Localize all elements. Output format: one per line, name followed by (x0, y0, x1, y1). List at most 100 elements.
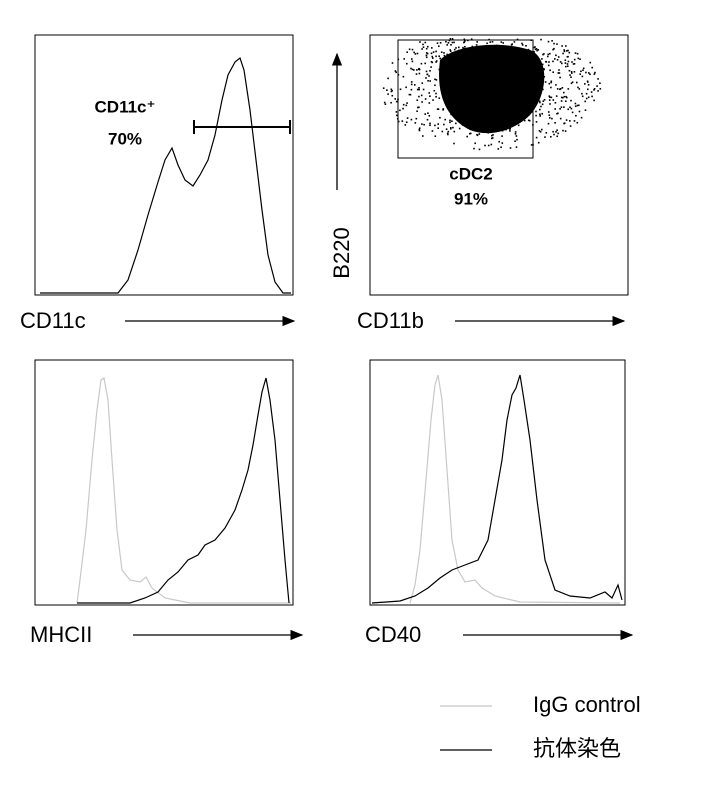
scatter-dot (558, 72, 561, 74)
scatter-dot (423, 123, 425, 126)
scatter-dot (549, 96, 551, 98)
scatter-dot (594, 71, 596, 74)
scatter-dot (578, 88, 581, 90)
scatter-dot (521, 44, 524, 46)
scatter-dot (596, 85, 598, 87)
scatter-dot (451, 120, 453, 122)
scatter-dot (410, 81, 413, 83)
scatter-dot (579, 73, 581, 75)
panel-frame (369, 359, 626, 606)
scatter-dot (550, 80, 553, 83)
scatter-dot (577, 86, 579, 89)
scatter-dot (401, 120, 404, 122)
scatter-dot (510, 44, 513, 46)
scatter-dot (422, 43, 424, 46)
scatter-dot (455, 47, 457, 49)
scatter-dot (420, 94, 423, 97)
scatter-dot (549, 52, 551, 55)
scatter-dot (418, 106, 420, 109)
scatter-dot (491, 134, 493, 137)
scatter-dot (542, 53, 544, 56)
scatter-dot (542, 100, 545, 102)
scatter-dot (445, 128, 448, 130)
scatter-dot (435, 60, 438, 62)
scatter-dot (558, 69, 560, 71)
scatter-dot (509, 147, 512, 149)
scatter-dot (418, 87, 420, 89)
scatter-dot (565, 45, 567, 47)
scatter-dot (490, 143, 493, 146)
scatter-dot (411, 58, 413, 60)
scatter-dot (424, 98, 427, 100)
scatter-dot (573, 71, 576, 73)
scatter-dot (429, 70, 431, 72)
scatter-dot (438, 97, 441, 99)
scatter-dot (492, 134, 494, 136)
scatter-dot (530, 144, 533, 146)
scatter-dot (550, 81, 552, 84)
scatter-dot (542, 88, 544, 91)
scatter-dot (570, 71, 573, 73)
scatter-dot (421, 101, 423, 103)
scatter-dot (571, 72, 573, 74)
scatter-dot (440, 51, 443, 53)
scatter-dot (395, 100, 398, 103)
scatter-dot (547, 64, 550, 67)
scatter-dot (548, 114, 551, 116)
scatter-dot (447, 42, 450, 44)
scatter-dot (433, 89, 436, 92)
scatter-dot (548, 61, 550, 63)
scatter-dot (469, 132, 472, 135)
scatter-dot (418, 127, 421, 129)
scatter-dot (436, 108, 439, 110)
scatter-dot (445, 40, 447, 43)
scatter-dot (464, 46, 466, 48)
scatter-dot (402, 75, 405, 78)
scatter-dot (402, 103, 405, 106)
scatter-dot (551, 117, 553, 120)
scatter-dot (599, 88, 602, 90)
scatter-dot (573, 58, 576, 61)
scatter-dot (570, 76, 572, 78)
scatter-dot (528, 119, 531, 122)
scatter-dot (516, 38, 519, 41)
scatter-dot (555, 131, 557, 133)
scatter-dot (565, 50, 568, 52)
scatter-dot (405, 104, 408, 107)
scatter-dot (561, 87, 564, 89)
scatter-dot (570, 82, 573, 85)
scatter-dot (540, 105, 542, 108)
scatter-dot (429, 80, 431, 82)
scatter-dot (564, 59, 567, 61)
scatter-dot (409, 93, 412, 96)
scatter-dot (417, 106, 419, 109)
scatter-dot (591, 66, 593, 69)
scatter-dot (406, 102, 408, 104)
scatter-dot (476, 41, 478, 43)
scatter-dot (550, 136, 552, 138)
scatter-dot (559, 117, 562, 120)
scatter-dot (435, 61, 437, 63)
scatter-dot (449, 121, 451, 124)
scatter-dot (571, 111, 574, 114)
histogram-curve (371, 374, 623, 604)
scatter-dot (557, 56, 560, 58)
scatter-dot (552, 71, 554, 73)
scatter-dot (587, 88, 589, 91)
scatter-dot (431, 55, 433, 58)
scatter-dot (419, 41, 421, 43)
scatter-dot (463, 41, 465, 44)
y-axis-label: B220 (329, 227, 354, 278)
scatter-dot (403, 58, 405, 60)
scatter-dot (589, 61, 592, 64)
scatter-dot (540, 38, 542, 41)
scatter-dot (536, 49, 538, 52)
scatter-dot (421, 48, 423, 50)
scatter-dot (449, 38, 452, 40)
scatter-dot (387, 77, 389, 80)
scatter-dot (415, 117, 418, 120)
scatter-dot (545, 132, 548, 134)
scatter-dot (566, 63, 569, 65)
scatter-dot (535, 136, 538, 139)
scatter-dot (569, 106, 571, 109)
